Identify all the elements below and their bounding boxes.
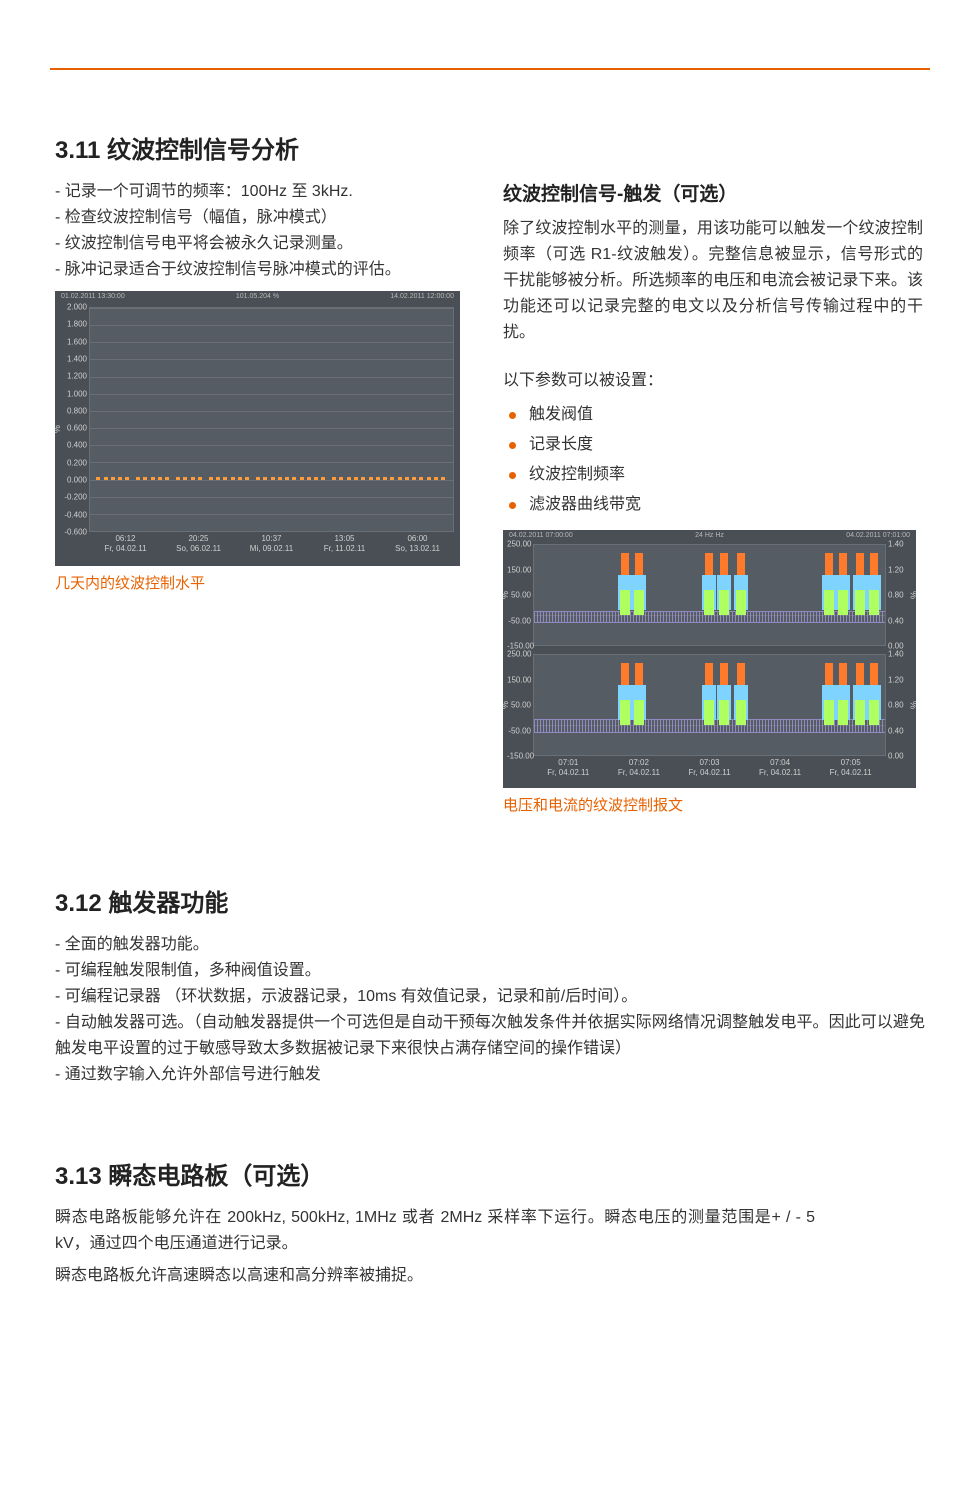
chart1-ytick: -0.400 xyxy=(59,510,87,519)
chart1-ytick: 1.600 xyxy=(59,337,87,346)
chart1-xticks: 06:12Fr, 04.02.1120:25So, 06.02.1110:37M… xyxy=(89,534,454,562)
section-3-11-columns: 记录一个可调节的频率：100Hz 至 3kHz. 检查纹波控制信号（幅值，脉冲模… xyxy=(55,179,925,815)
chart2-ytick-right: 0.00 xyxy=(888,752,912,761)
param-list: 触发阀值 记录长度 纹波控制频率 滤波器曲线带宽 xyxy=(503,400,923,520)
chart2-xtick: 07:03Fr, 04.02.11 xyxy=(674,758,745,784)
bullet-item: 纹波控制信号电平将会被永久记录测量。 xyxy=(55,231,475,257)
sec312-line: - 可编程记录器 （环状数据，示波器记录，10ms 有效值记录，记录和前/后时间… xyxy=(55,984,925,1010)
chart2-ytick-left: 250.00 xyxy=(507,540,531,549)
section-3-11-title: 3.11 纹波控制信号分析 xyxy=(55,130,925,165)
chart2-ytick-left: 150.00 xyxy=(507,675,531,684)
chart2-ytick-right: 1.20 xyxy=(888,565,912,574)
sec313-para2: 瞬态电路板允许高速瞬态以高速和高分辨率被捕捉。 xyxy=(55,1263,925,1289)
chart-ripple-level: 01.02.2011 13:30:00 101.05.204 % 14.02.2… xyxy=(55,291,460,566)
chart2-ytick-left: -50.00 xyxy=(507,726,531,735)
chart2-panel-bottom xyxy=(533,654,886,756)
param-item: 滤波器曲线带宽 xyxy=(503,490,923,520)
chart2-top-center: 24 Hz Hz xyxy=(695,532,724,539)
chart1-xtick: 06:00So, 13.02.11 xyxy=(381,534,454,562)
bullet-item: 脉冲记录适合于纹波控制信号脉冲模式的评估。 xyxy=(55,257,475,283)
section-3-11: 3.11 纹波控制信号分析 记录一个可调节的频率：100Hz 至 3kHz. 检… xyxy=(55,130,925,815)
chart1-ytick: 0.400 xyxy=(59,441,87,450)
section-3-13-title: 3.13 瞬态电路板（可选） xyxy=(55,1156,925,1191)
chart1-ytick: 1.200 xyxy=(59,372,87,381)
sec313-para1: 瞬态电路板能够允许在 200kHz, 500kHz, 1MHz 或者 2MHz … xyxy=(55,1205,815,1257)
chart2-ytick-right: 0.40 xyxy=(888,616,912,625)
bullet-item: 检查纹波控制信号（幅值，脉冲模式） xyxy=(55,205,475,231)
chart2-xtick: 07:05Fr, 04.02.11 xyxy=(815,758,886,784)
chart2-top-right: 04.02.2011 07:01:00 xyxy=(846,532,910,539)
chart2-ytick-right: 0.40 xyxy=(888,726,912,735)
chart1-plot xyxy=(89,307,454,532)
chart1-ytick: 0.600 xyxy=(59,424,87,433)
chart1-ytick: -0.200 xyxy=(59,493,87,502)
chart1-ytick: 0.800 xyxy=(59,406,87,415)
sec312-line: - 自动触发器可选。（自动触发器提供一个可选但是自动干预每次触发条件并依据实际网… xyxy=(55,1010,925,1062)
right-paragraph: 除了纹波控制水平的测量，用该功能可以触发一个纹波控制频率（可选 R1-纹波触发）… xyxy=(503,216,923,346)
chart1-xtick: 13:05Fr, 11.02.11 xyxy=(308,534,381,562)
chart2-ytick-left: 50.00 xyxy=(507,701,531,710)
chart2-xtick: 07:01Fr, 04.02.11 xyxy=(533,758,604,784)
chart1-topbar: 01.02.2011 13:30:00 101.05.204 % 14.02.2… xyxy=(61,293,454,300)
section-3-12-title: 3.12 触发器功能 xyxy=(55,883,925,918)
section-3-11-bullets: 记录一个可调节的频率：100Hz 至 3kHz. 检查纹波控制信号（幅值，脉冲模… xyxy=(55,179,475,283)
chart1-top-left: 01.02.2011 13:30:00 xyxy=(61,293,125,300)
chart2-ytick-left: 50.00 xyxy=(507,591,531,600)
chart2-ytick-right: 1.40 xyxy=(888,540,912,549)
chart2-ytick-right: 0.80 xyxy=(888,591,912,600)
chart2-ytick-left: -50.00 xyxy=(507,616,531,625)
sec312-line: - 可编程触发限制值，多种阀值设置。 xyxy=(55,958,925,984)
chart2-xticks: 07:01Fr, 04.02.1107:02Fr, 04.02.1107:03F… xyxy=(533,758,886,784)
chart1-xtick: 20:25So, 06.02.11 xyxy=(162,534,235,562)
param-item: 记录长度 xyxy=(503,430,923,460)
chart2-ytick-right: 1.40 xyxy=(888,650,912,659)
chart2-top-left: 04.02.2011 07:00:00 xyxy=(509,532,573,539)
chart2-topbar: 04.02.2011 07:00:00 24 Hz Hz 04.02.2011 … xyxy=(509,532,910,539)
chart1-caption: 几天内的纹波控制水平 xyxy=(55,572,475,593)
chart1-ytick: 1.000 xyxy=(59,389,87,398)
chart2-panel-top xyxy=(533,544,886,646)
chart1-ytick: 2.000 xyxy=(59,303,87,312)
chart1-top-right: 14.02.2011 12:00:00 xyxy=(390,293,454,300)
top-horizontal-rule xyxy=(50,68,930,70)
section-3-11-left-col: 记录一个可调节的频率：100Hz 至 3kHz. 检查纹波控制信号（幅值，脉冲模… xyxy=(55,179,475,815)
chart1-ytick: 1.800 xyxy=(59,320,87,329)
sec312-line: - 通过数字输入允许外部信号进行触发 xyxy=(55,1062,925,1088)
sec312-line: - 全面的触发器功能。 xyxy=(55,932,925,958)
chart2-xtick: 07:04Fr, 04.02.11 xyxy=(745,758,816,784)
section-3-12: 3.12 触发器功能 - 全面的触发器功能。 - 可编程触发限制值，多种阀值设置… xyxy=(55,883,925,1088)
section-3-11-right-col: 纹波控制信号-触发（可选） 除了纹波控制水平的测量，用该功能可以触发一个纹波控制… xyxy=(503,179,923,815)
chart1-xtick: 10:37Mi, 09.02.11 xyxy=(235,534,308,562)
param-item: 触发阀值 xyxy=(503,400,923,430)
chart1-ytick: 0.200 xyxy=(59,458,87,467)
page-content: 3.11 纹波控制信号分析 记录一个可调节的频率：100Hz 至 3kHz. 检… xyxy=(0,0,980,1397)
chart2-ytick-left: 250.00 xyxy=(507,650,531,659)
chart1-top-center: 101.05.204 % xyxy=(236,293,279,300)
param-intro: 以下参数可以被设置： xyxy=(503,368,923,394)
chart-ripple-telegram: 04.02.2011 07:00:00 24 Hz Hz 04.02.2011 … xyxy=(503,530,916,788)
chart1-ytick: -0.600 xyxy=(59,528,87,537)
chart2-ytick-left: 150.00 xyxy=(507,565,531,574)
right-subtitle: 纹波控制信号-触发（可选） xyxy=(503,179,923,206)
chart2-ytick-left: -150.00 xyxy=(507,752,531,761)
chart1-ytick: 0.000 xyxy=(59,476,87,485)
chart1-xtick: 06:12Fr, 04.02.11 xyxy=(89,534,162,562)
chart2-xtick: 07:02Fr, 04.02.11 xyxy=(604,758,675,784)
chart1-ytick: 1.400 xyxy=(59,354,87,363)
param-item: 纹波控制频率 xyxy=(503,460,923,490)
chart2-caption: 电压和电流的纹波控制报文 xyxy=(503,794,923,815)
section-3-13: 3.13 瞬态电路板（可选） 瞬态电路板能够允许在 200kHz, 500kHz… xyxy=(55,1156,925,1289)
bullet-item: 记录一个可调节的频率：100Hz 至 3kHz. xyxy=(55,179,475,205)
chart2-ytick-right: 1.20 xyxy=(888,675,912,684)
chart2-ytick-right: 0.80 xyxy=(888,701,912,710)
